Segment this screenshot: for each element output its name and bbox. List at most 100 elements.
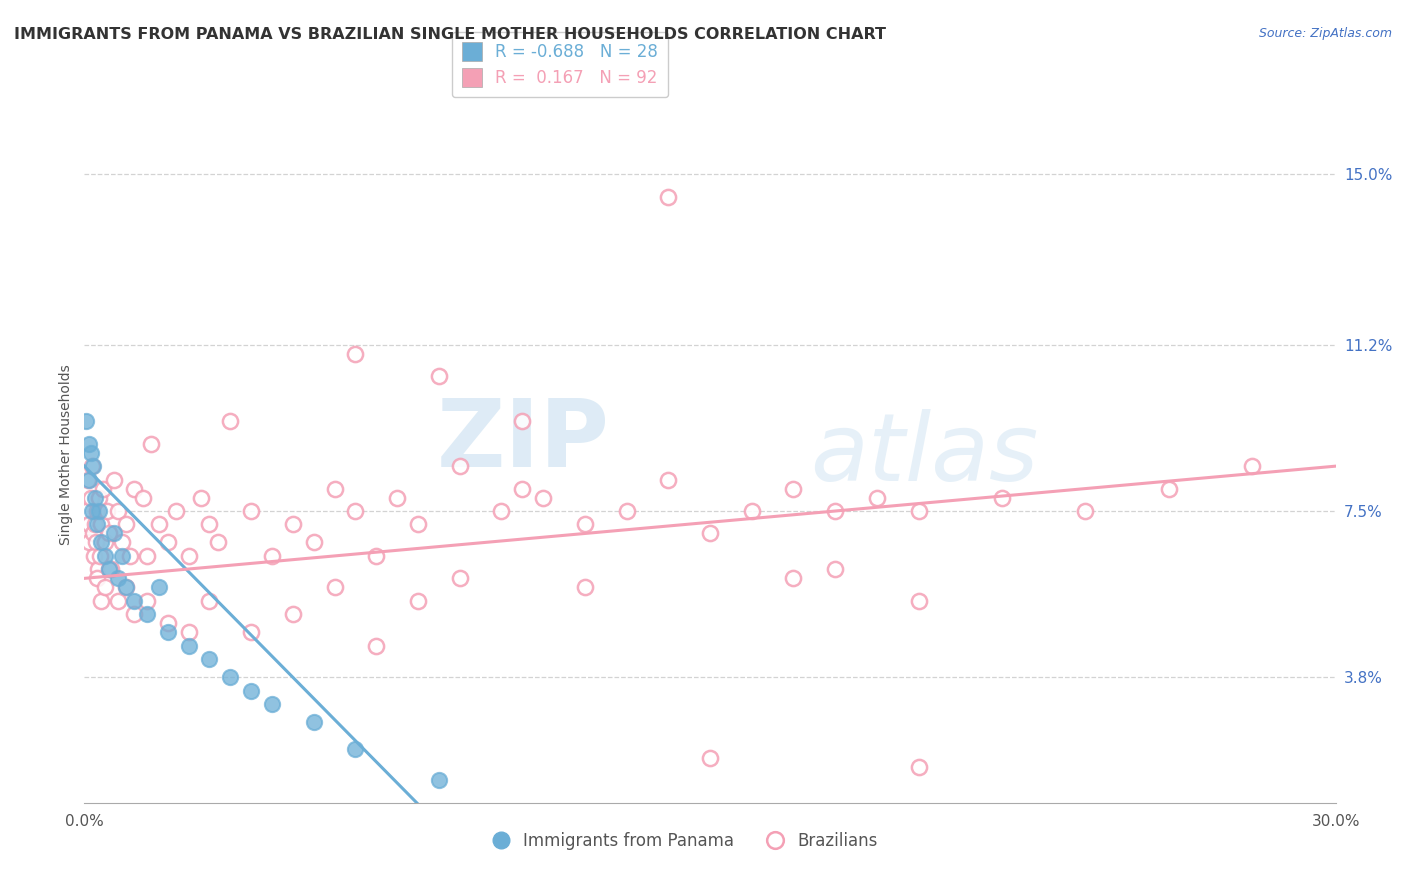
Point bbox=[82, 526, 104, 541]
Point bbox=[103, 526, 125, 541]
Point bbox=[94, 549, 117, 563]
Point bbox=[124, 482, 146, 496]
Point bbox=[124, 594, 146, 608]
Point bbox=[75, 414, 97, 428]
Point bbox=[156, 535, 179, 549]
Point bbox=[262, 549, 284, 563]
Point bbox=[427, 773, 450, 788]
Point bbox=[86, 571, 108, 585]
Point bbox=[79, 491, 101, 505]
Point bbox=[1074, 504, 1097, 518]
Point bbox=[1241, 459, 1264, 474]
Point bbox=[83, 517, 105, 532]
Point bbox=[262, 697, 284, 711]
Point bbox=[344, 347, 367, 361]
Point bbox=[90, 535, 112, 549]
Point bbox=[449, 571, 471, 585]
Text: ZIP: ZIP bbox=[437, 395, 610, 487]
Point bbox=[98, 562, 121, 576]
Point bbox=[449, 459, 471, 474]
Point bbox=[165, 504, 187, 518]
Point bbox=[657, 473, 679, 487]
Point bbox=[219, 414, 242, 428]
Point bbox=[991, 491, 1014, 505]
Point bbox=[107, 594, 129, 608]
Point bbox=[83, 491, 105, 505]
Point bbox=[219, 670, 242, 684]
Point bbox=[406, 517, 429, 532]
Point bbox=[89, 549, 111, 563]
Point bbox=[156, 616, 179, 631]
Point bbox=[240, 683, 263, 698]
Point bbox=[198, 652, 221, 666]
Point bbox=[741, 504, 763, 518]
Point bbox=[79, 436, 101, 450]
Point bbox=[91, 482, 114, 496]
Point bbox=[366, 549, 388, 563]
Point bbox=[111, 535, 134, 549]
Point bbox=[90, 594, 112, 608]
Point bbox=[281, 607, 304, 622]
Point bbox=[616, 504, 638, 518]
Point bbox=[79, 517, 101, 532]
Point bbox=[323, 580, 346, 594]
Point bbox=[699, 751, 721, 765]
Point bbox=[136, 607, 159, 622]
Point bbox=[79, 445, 101, 459]
Point bbox=[103, 473, 125, 487]
Point bbox=[100, 562, 122, 576]
Text: IMMIGRANTS FROM PANAMA VS BRAZILIAN SINGLE MOTHER HOUSEHOLDS CORRELATION CHART: IMMIGRANTS FROM PANAMA VS BRAZILIAN SING… bbox=[14, 27, 886, 42]
Point bbox=[115, 580, 138, 594]
Point bbox=[907, 760, 929, 774]
Point bbox=[177, 549, 200, 563]
Point bbox=[866, 491, 889, 505]
Point bbox=[177, 639, 200, 653]
Point bbox=[83, 549, 105, 563]
Point bbox=[115, 580, 138, 594]
Point bbox=[120, 549, 142, 563]
Text: Source: ZipAtlas.com: Source: ZipAtlas.com bbox=[1258, 27, 1392, 40]
Point bbox=[96, 504, 118, 518]
Point bbox=[657, 190, 679, 204]
Point bbox=[107, 504, 129, 518]
Point bbox=[824, 504, 846, 518]
Point bbox=[574, 517, 596, 532]
Point bbox=[198, 517, 221, 532]
Point bbox=[115, 517, 138, 532]
Point bbox=[366, 639, 388, 653]
Point bbox=[207, 535, 229, 549]
Point bbox=[75, 504, 97, 518]
Point bbox=[491, 504, 513, 518]
Point bbox=[82, 459, 104, 474]
Point bbox=[512, 482, 534, 496]
Point bbox=[94, 535, 117, 549]
Point bbox=[136, 594, 159, 608]
Point bbox=[98, 562, 121, 576]
Point bbox=[1157, 482, 1180, 496]
Point bbox=[427, 369, 450, 384]
Point bbox=[574, 580, 596, 594]
Point bbox=[80, 459, 103, 474]
Point bbox=[94, 580, 117, 594]
Point bbox=[240, 504, 263, 518]
Point bbox=[177, 625, 200, 640]
Point bbox=[907, 504, 929, 518]
Point bbox=[782, 482, 804, 496]
Point bbox=[124, 607, 146, 622]
Point bbox=[281, 517, 304, 532]
Point bbox=[323, 482, 346, 496]
Y-axis label: Single Mother Households: Single Mother Households bbox=[59, 365, 73, 545]
Point bbox=[84, 535, 107, 549]
Point bbox=[302, 714, 325, 729]
Point bbox=[148, 580, 170, 594]
Point bbox=[531, 491, 554, 505]
Point bbox=[907, 594, 929, 608]
Point bbox=[87, 504, 110, 518]
Point bbox=[148, 517, 170, 532]
Point bbox=[98, 526, 121, 541]
Point bbox=[86, 504, 108, 518]
Point bbox=[190, 491, 212, 505]
Legend: Immigrants from Panama, Brazilians: Immigrants from Panama, Brazilians bbox=[486, 826, 884, 857]
Point bbox=[406, 594, 429, 608]
Point bbox=[240, 625, 263, 640]
